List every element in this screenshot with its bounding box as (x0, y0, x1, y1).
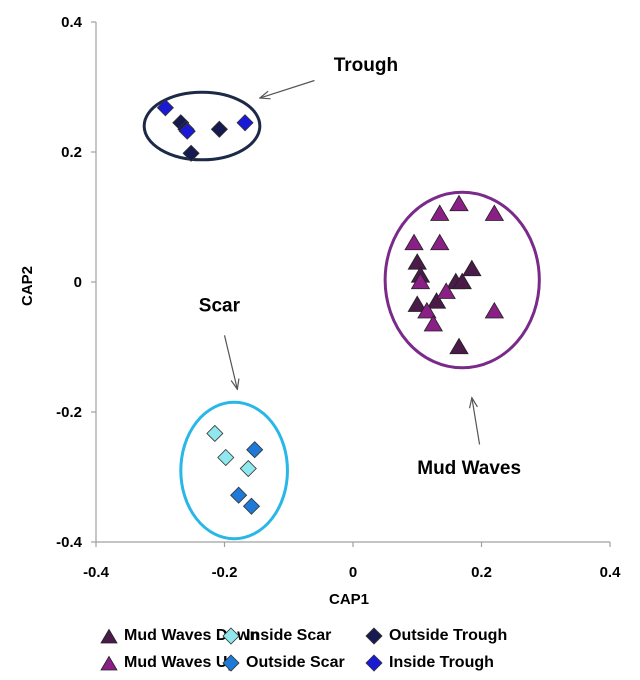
point-mud-waves-up (436, 282, 456, 299)
legend-swatch-triangle-icon (100, 628, 118, 644)
point-mud-waves-up (423, 314, 444, 332)
point-outside-trough (210, 120, 228, 138)
legend-item-outside-scar: Outside Scar (222, 651, 345, 675)
x-axis-title: CAP1 (329, 591, 369, 608)
x-tick-label: -0.2 (212, 564, 238, 581)
point-outside-trough (182, 144, 200, 162)
annotation-arrow-trough (260, 79, 315, 99)
legend-marker (100, 655, 118, 671)
legend-label: Inside Trough (389, 654, 494, 671)
group-ellipse-scar (179, 400, 289, 541)
group-ellipse-mud-waves (383, 190, 541, 370)
annotation-mud-waves: Mud Waves (417, 458, 521, 479)
group-ellipses (142, 90, 541, 541)
point-mud-waves-down (407, 253, 427, 270)
y-tick-label: 0.2 (61, 144, 82, 161)
y-axis-title: CAP2 (19, 266, 36, 306)
point-mud-waves-down (462, 259, 482, 277)
legend-swatch-diamond-icon (365, 627, 383, 645)
legend-label: Mud Waves Up (124, 654, 238, 671)
point-mud-waves-down (407, 295, 427, 312)
y-tick-label: -0.4 (56, 534, 83, 551)
point-inside-scar (239, 459, 257, 478)
legend-item-mud-waves-up: Mud Waves Up (100, 651, 237, 675)
point-mud-waves-up (484, 204, 505, 221)
legend-swatch-diamond-icon (222, 654, 240, 672)
group-ellipse-trough (142, 90, 262, 162)
legend-item-outside-trough: Outside Trough (365, 624, 507, 648)
legend-label: Outside Trough (389, 627, 508, 644)
legend-swatch-triangle-icon (100, 655, 118, 671)
point-mud-waves-up (430, 204, 450, 221)
point-mud-waves-up (404, 233, 424, 251)
point-outside-scar (246, 441, 264, 459)
annotation-arrow-scar (223, 335, 238, 389)
legend: Mud Waves Down Mud Waves Up Inside Scar Out… (100, 624, 640, 680)
point-mud-waves-up (430, 233, 450, 251)
point-mud-waves-down (426, 292, 447, 309)
legend-marker (365, 627, 383, 645)
x-tick-label: 0.2 (471, 564, 492, 581)
annotations: Trough Scar Mud Waves (199, 55, 521, 479)
legend-label: Inside Scar (246, 627, 332, 644)
point-inside-trough (178, 122, 196, 140)
annotation-trough: Trough (334, 55, 398, 76)
point-mud-waves-up (410, 272, 431, 290)
x-tick-label: 0 (349, 564, 357, 581)
point-inside-scar (217, 448, 235, 467)
legend-marker (100, 628, 118, 644)
point-inside-trough (156, 99, 174, 117)
data-points (156, 99, 505, 515)
point-mud-waves-up (484, 301, 505, 319)
x-tick-label: 0.4 (600, 564, 622, 581)
legend-label: Outside Scar (246, 654, 345, 671)
point-mud-waves-down (449, 337, 469, 355)
point-inside-trough (236, 114, 254, 132)
cap-scatter-chart: -0.4 -0.2 0 0.2 0.4 0.4 0.2 0 -0.2 -0.4 CAP1 CAP2 T… (19, 14, 621, 608)
x-tick-label: -0.4 (83, 564, 110, 581)
legend-swatch-diamond-icon (222, 627, 240, 645)
y-tick-label: 0.4 (61, 14, 83, 31)
y-tick-label: -0.2 (56, 404, 82, 421)
point-inside-scar (206, 424, 224, 443)
axes: -0.4 -0.2 0 0.2 0.4 0.4 0.2 0 -0.2 -0.4 CAP1 CAP2 (19, 14, 621, 608)
legend-marker (222, 627, 240, 645)
point-outside-scar (230, 486, 248, 504)
point-mud-waves-down (452, 272, 472, 290)
legend-item-inside-scar: Inside Scar (222, 624, 331, 648)
point-outside-scar (242, 497, 261, 515)
legend-item-inside-trough: Inside Trough (365, 651, 494, 675)
point-mud-waves-up (449, 194, 469, 212)
legend-marker (365, 654, 383, 672)
legend-swatch-diamond-icon (365, 654, 383, 672)
annotation-arrow-mud-waves (472, 398, 481, 445)
annotation-scar: Scar (199, 295, 241, 316)
legend-item-mud-waves-down: Mud Waves Down (100, 624, 259, 648)
legend-label: Mud Waves Down (124, 627, 260, 644)
legend-marker (222, 654, 240, 672)
point-mud-waves-up (417, 301, 437, 319)
y-tick-label: 0 (74, 274, 82, 291)
